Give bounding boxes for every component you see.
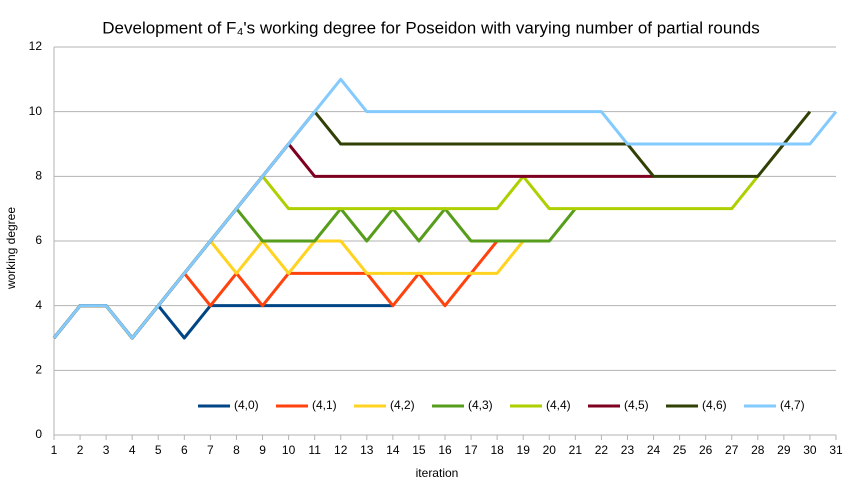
x-tick-label: 24 bbox=[647, 443, 661, 457]
y-tick-label: 10 bbox=[29, 104, 43, 118]
y-axis-label: working degree bbox=[4, 207, 18, 290]
x-tick-label: 15 bbox=[412, 443, 426, 457]
x-tick-label: 22 bbox=[595, 443, 609, 457]
legend-label: (4,1) bbox=[312, 398, 337, 412]
series-line bbox=[52, 239, 525, 340]
x-tick-label: 7 bbox=[207, 443, 214, 457]
x-tick-label: 30 bbox=[803, 443, 817, 457]
x-tick-label: 18 bbox=[490, 443, 504, 457]
y-tick-label: 4 bbox=[35, 298, 42, 312]
y-tick-label: 12 bbox=[29, 39, 43, 53]
x-tick-label: 21 bbox=[569, 443, 583, 457]
legend-label: (4,6) bbox=[702, 398, 727, 412]
x-tick-label: 2 bbox=[77, 443, 84, 457]
legend-label: (4,2) bbox=[390, 398, 415, 412]
x-axis-label: iteration bbox=[416, 466, 459, 480]
y-tick-label: 6 bbox=[35, 233, 42, 247]
x-tick-label: 12 bbox=[334, 443, 348, 457]
x-tick-label: 28 bbox=[751, 443, 765, 457]
x-tick-label: 1 bbox=[51, 443, 58, 457]
legend-label: (4,4) bbox=[546, 398, 571, 412]
x-tick-label: 14 bbox=[386, 443, 400, 457]
x-tick-label: 16 bbox=[438, 443, 452, 457]
x-tick-label: 27 bbox=[725, 443, 739, 457]
series-line bbox=[52, 304, 393, 340]
x-tick-label: 25 bbox=[673, 443, 687, 457]
x-tick-label: 6 bbox=[181, 443, 188, 457]
x-tick-label: 17 bbox=[464, 443, 478, 457]
x-tick-label: 9 bbox=[259, 443, 266, 457]
legend-label: (4,7) bbox=[780, 398, 805, 412]
legend-label: (4,0) bbox=[234, 398, 259, 412]
x-tick-label: 20 bbox=[543, 443, 557, 457]
x-tick-label: 19 bbox=[517, 443, 531, 457]
y-tick-label: 8 bbox=[35, 169, 42, 183]
x-tick-label: 31 bbox=[829, 443, 843, 457]
series-line bbox=[52, 77, 838, 340]
x-tick-label: 13 bbox=[360, 443, 374, 457]
y-tick-label: 0 bbox=[35, 427, 42, 441]
x-tick-label: 29 bbox=[777, 443, 791, 457]
x-tick-label: 4 bbox=[129, 443, 136, 457]
legend-label: (4,3) bbox=[468, 398, 493, 412]
x-tick-label: 26 bbox=[699, 443, 713, 457]
x-tick-label: 8 bbox=[233, 443, 240, 457]
x-tick-label: 3 bbox=[103, 443, 110, 457]
x-tick-label: 23 bbox=[621, 443, 635, 457]
y-tick-label: 2 bbox=[35, 363, 42, 377]
legend-label: (4,5) bbox=[624, 398, 649, 412]
x-tick-label: 11 bbox=[308, 443, 321, 457]
chart-title: Development of F₄'s working degree for P… bbox=[102, 18, 759, 37]
x-tick-label: 5 bbox=[155, 443, 162, 457]
series-line bbox=[52, 174, 759, 340]
x-tick-label: 10 bbox=[282, 443, 296, 457]
